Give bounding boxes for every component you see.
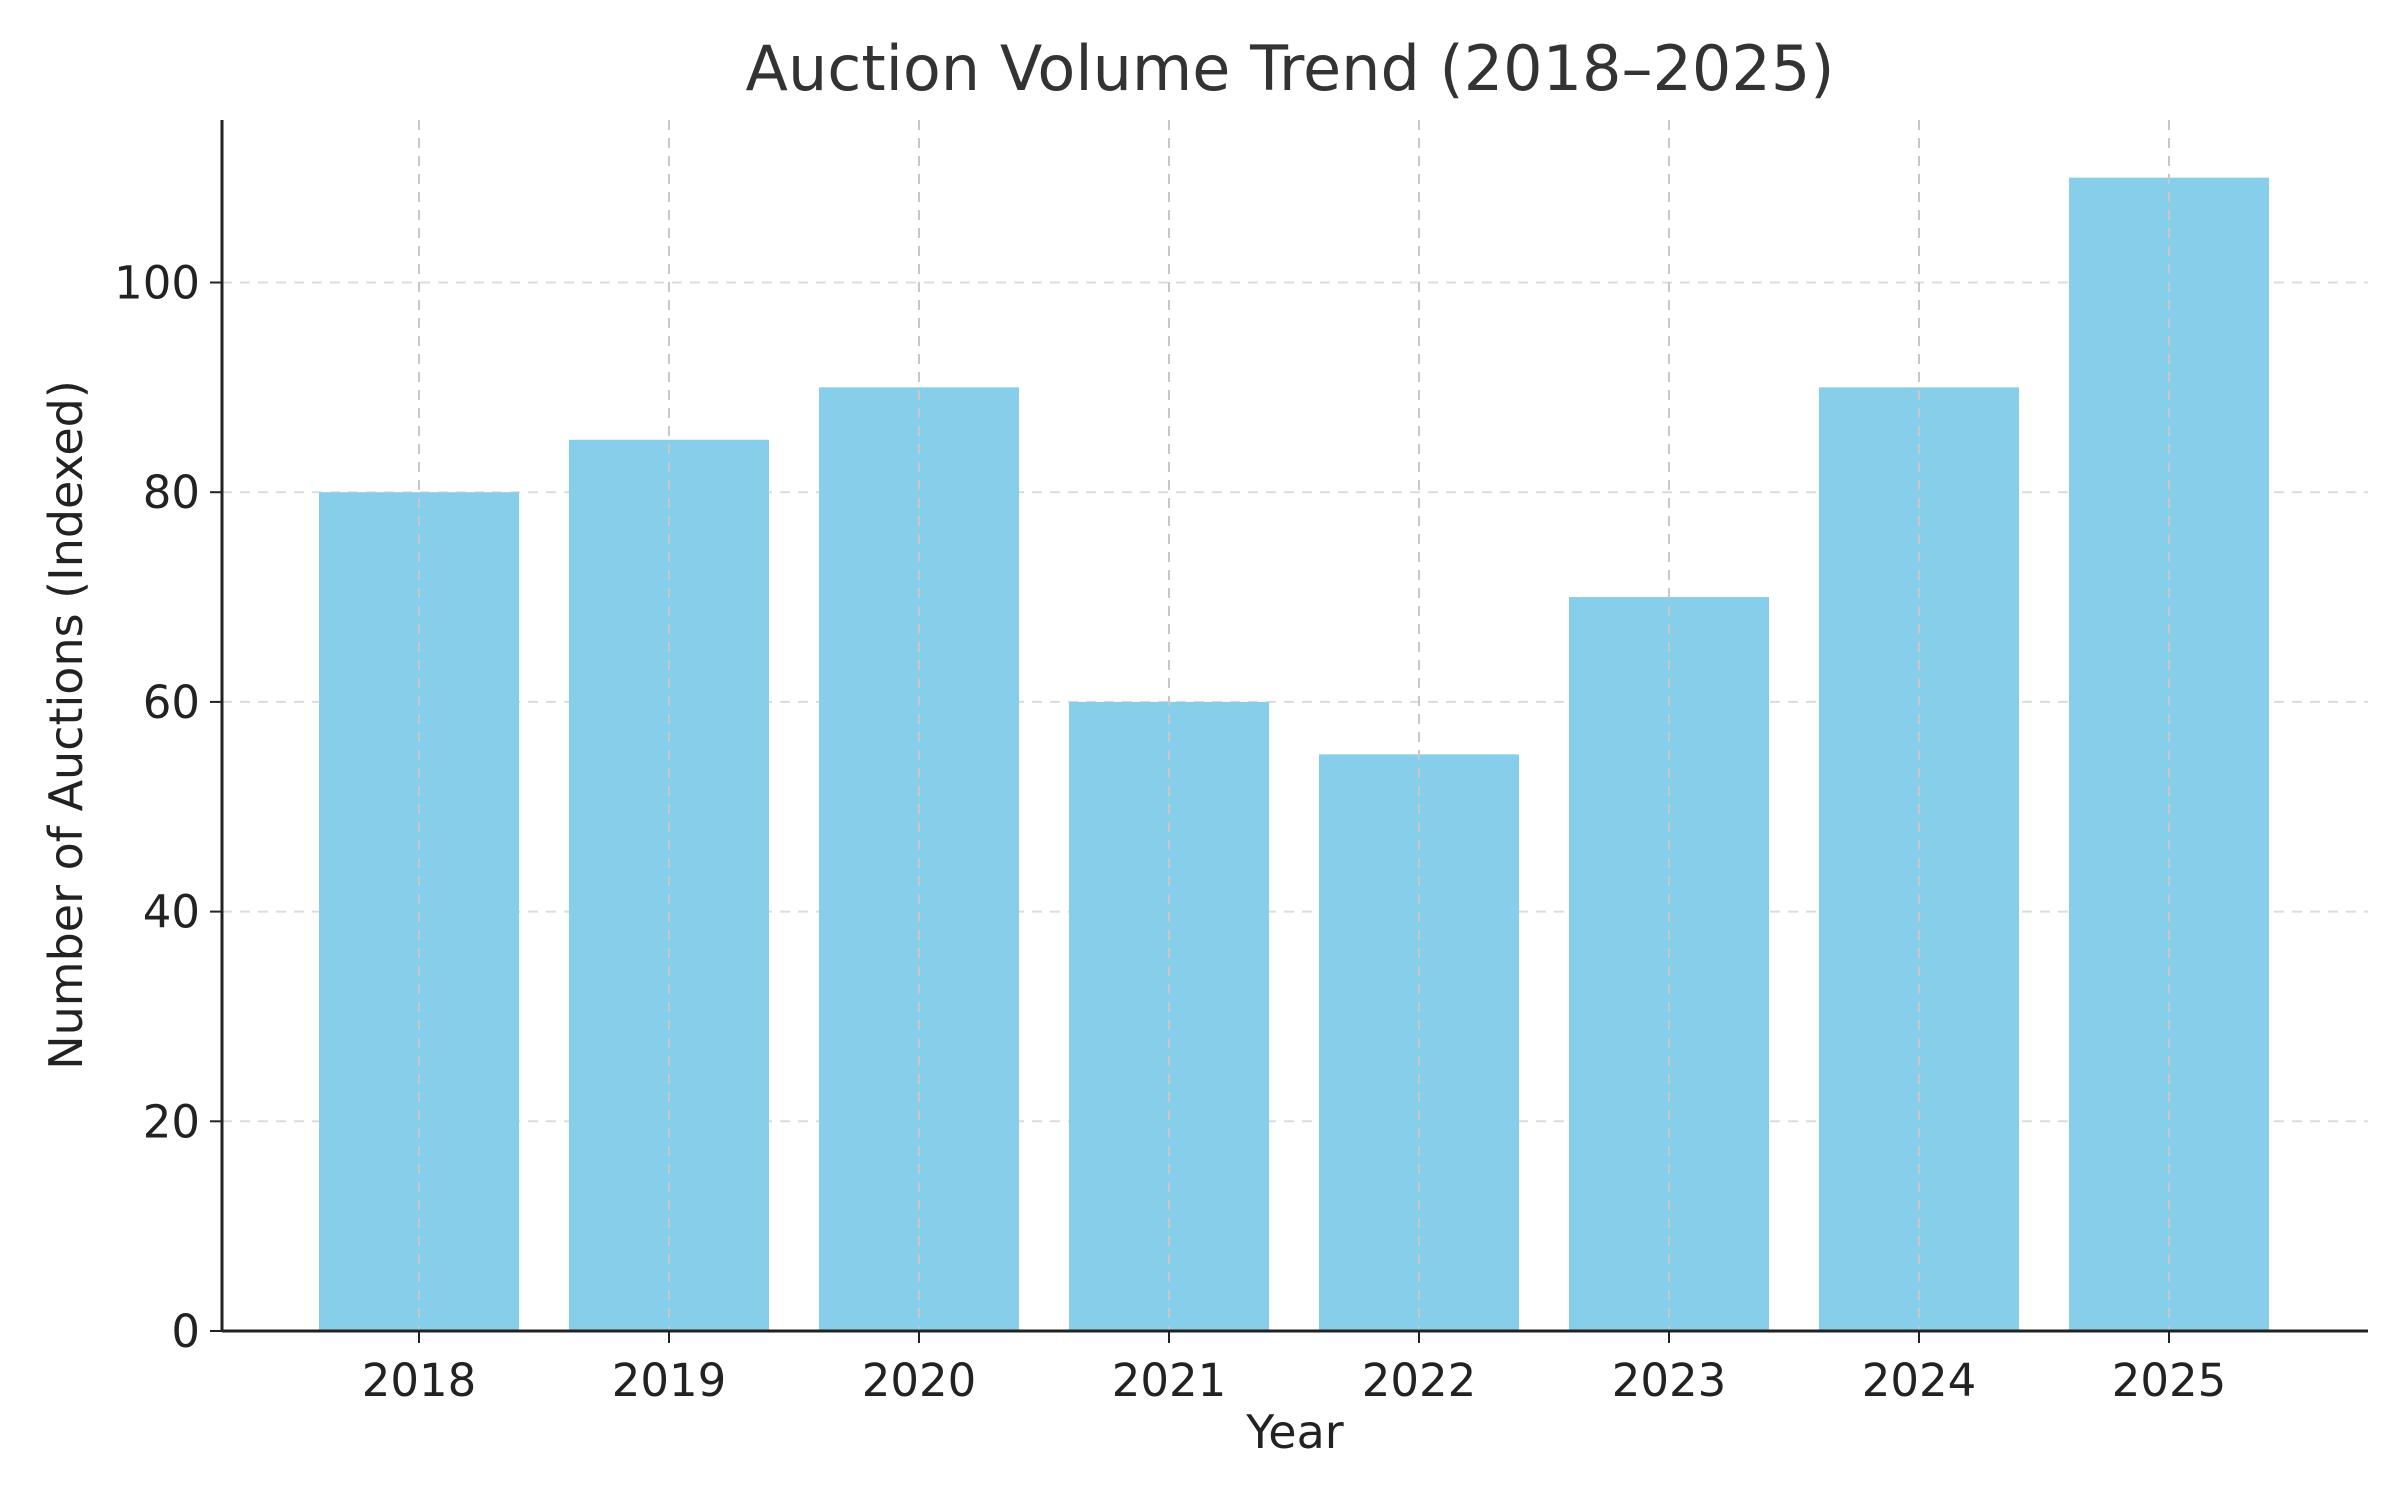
x-tick-label-2020: 2020 <box>862 1354 977 1407</box>
axes <box>220 120 2368 1333</box>
y-tick-labels: 0 20 40 60 80 100 <box>114 257 222 1358</box>
x-tick-label-2024: 2024 <box>1862 1354 1977 1407</box>
vertical-grid-lines <box>418 120 2170 1331</box>
x-tick-label-2023: 2023 <box>1612 1354 1727 1407</box>
y-tick-label: 40 <box>143 886 200 939</box>
x-axis-label: Year <box>1245 1405 1343 1459</box>
x-tick-label-2019: 2019 <box>612 1354 727 1407</box>
y-tick-label: 80 <box>143 466 200 519</box>
x-tick-label-2018: 2018 <box>362 1354 477 1407</box>
y-tick-label: 60 <box>143 676 200 729</box>
y-axis-label: Number of Auctions (Indexed) <box>39 380 93 1070</box>
x-tick-label-2022: 2022 <box>1362 1354 1477 1407</box>
y-tick-label: 20 <box>143 1095 200 1148</box>
y-tick-label: 100 <box>114 257 200 310</box>
chart-title: Auction Volume Trend (2018–2025) <box>746 32 1835 105</box>
grid-lines <box>222 281 2368 1123</box>
x-tick-labels: 2018 2019 2020 2021 2022 2023 2024 2025 <box>362 1331 2227 1407</box>
y-tick-label: 0 <box>171 1305 200 1358</box>
x-tick-label-2021: 2021 <box>1112 1354 1227 1407</box>
bars <box>319 177 2269 1332</box>
x-tick-label-2025: 2025 <box>2112 1354 2227 1407</box>
